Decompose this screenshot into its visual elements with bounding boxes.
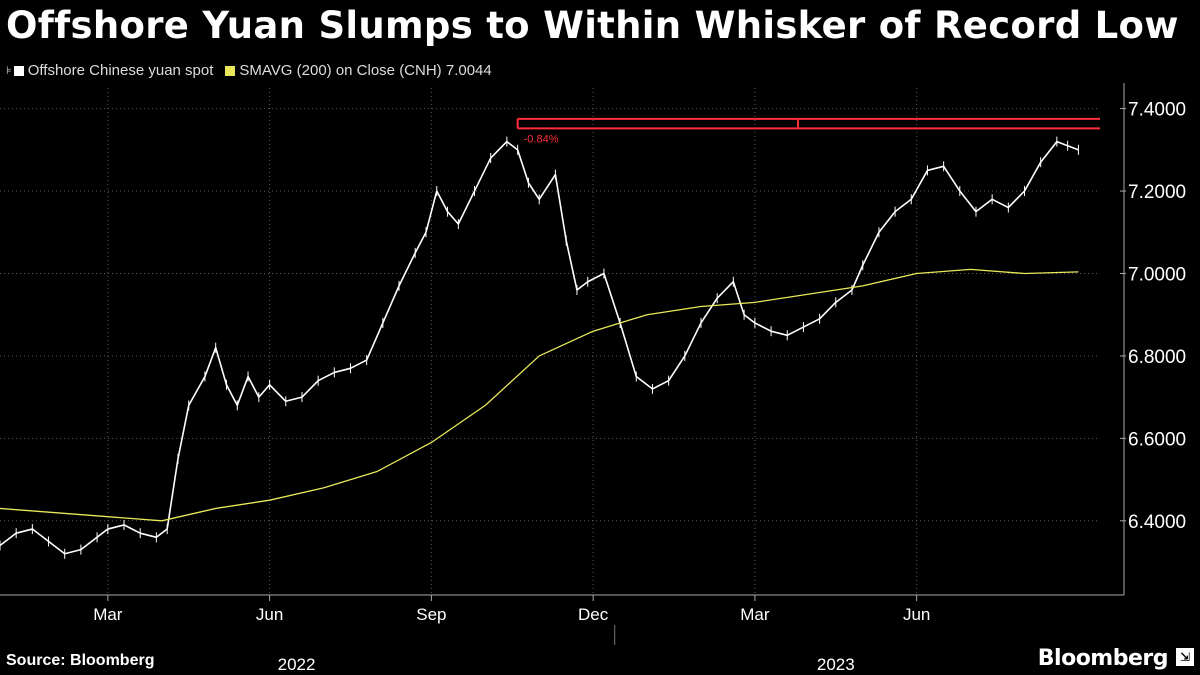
brand-logo: Bloomberg (1037, 646, 1169, 671)
legend-swatch-sma (225, 65, 236, 76)
y-tick-label: 7.4000 (1128, 100, 1186, 121)
legend-label-sma: SMAVG (200) on Close (CNH) 7.0044 (239, 62, 492, 79)
axes (0, 83, 1126, 645)
x-tick-label: Dec (578, 605, 609, 624)
annotation-band: -0.84% (516, 117, 1100, 145)
year-label: 2023 (817, 655, 855, 674)
series-layer (0, 136, 1079, 559)
y-tick-label: 6.8000 (1128, 347, 1186, 368)
legend-swatch-price (13, 65, 24, 76)
bloomberg-icon: ⇲ (1176, 648, 1194, 666)
x-tick-label: Mar (93, 605, 123, 624)
y-tick-label: 6.6000 (1128, 429, 1186, 450)
annotation-label: -0.84% (524, 133, 559, 145)
price-series-line (0, 140, 1079, 555)
legend-label-price: Offshore Chinese yuan spot (27, 62, 214, 79)
y-tick-label: 7.2000 (1128, 182, 1186, 203)
x-tick-label: Jun (256, 605, 283, 624)
source-note: Source: Bloomberg (6, 652, 155, 669)
grid-lines (0, 88, 1100, 595)
y-tick-label: 7.0000 (1128, 264, 1186, 285)
sma-series-line (0, 268, 1079, 522)
chart-title: Offshore Yuan Slumps to Within Whisker o… (6, 4, 1179, 47)
legend: ⊧ Offshore Chinese yuan spot SMAVG (200)… (6, 62, 492, 79)
x-tick-label: Jun (903, 605, 930, 624)
tick-labels: 6.4000 6.6000 6.8000 7.0000 7.2000 7.4000 Mar J… (93, 100, 1186, 674)
year-label: 2022 (278, 655, 316, 674)
y-tick-label: 6.4000 (1128, 512, 1186, 533)
x-tick-label: Mar (740, 605, 770, 624)
x-tick-label: Sep (416, 605, 446, 624)
legend-candle-icon: ⊧ (6, 65, 12, 77)
